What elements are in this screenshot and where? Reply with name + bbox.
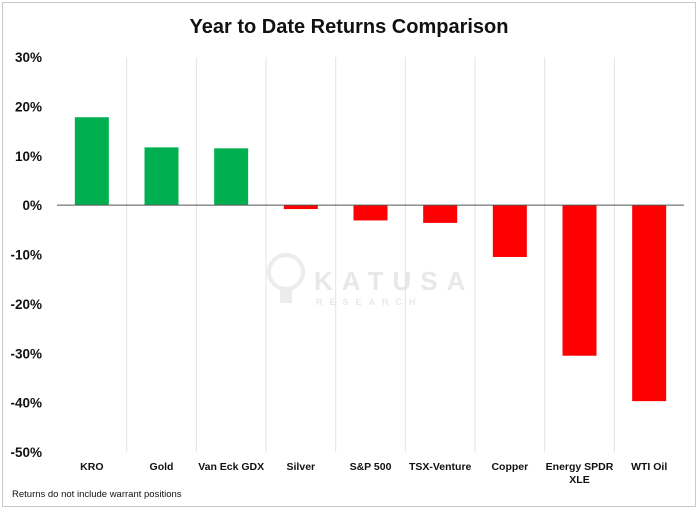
watermark: KATUSA RESEARCH [267,253,474,307]
x-tick-label: WTI Oil [631,461,667,473]
x-tick-label: Energy SPDR XLE [546,461,614,486]
y-tick-label: -20% [10,297,42,312]
watermark-sub: RESEARCH [316,297,423,307]
y-tick-label: 30% [15,50,42,65]
x-tick-label: S&P 500 [350,461,392,473]
y-tick-label: 20% [15,99,42,114]
bar [144,147,179,206]
bar [632,205,667,402]
y-tick-label: 0% [22,198,42,213]
y-tick-label: -30% [10,346,42,361]
bar [283,205,318,210]
footnote: Returns do not include warrant positions [12,489,182,500]
y-tick-label: -40% [10,396,42,411]
y-tick-label: -50% [10,445,42,460]
bar [353,205,388,221]
x-tick-label: KRO [80,461,103,473]
x-tick-label: Van Eck GDX [198,461,264,473]
x-tick-label: Silver [287,461,316,473]
bar [492,205,527,257]
bar [562,205,597,356]
chart-title: Year to Date Returns Comparison [190,16,509,38]
bar [214,148,249,206]
x-tick-label: Copper [491,461,528,473]
x-tick-label: Gold [150,461,174,473]
x-tick-label: TSX-Venture [409,461,472,473]
y-tick-label: 10% [15,149,42,164]
watermark-brand: KATUSA [314,266,474,296]
bar [74,117,109,206]
y-tick-label: -10% [10,248,42,263]
bar [423,205,458,223]
